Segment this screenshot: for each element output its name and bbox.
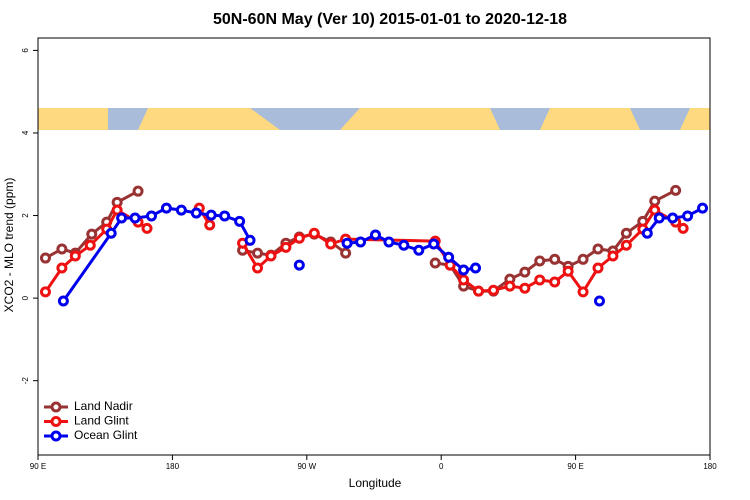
- data-point: [141, 222, 153, 234]
- data-point: [677, 222, 689, 234]
- data-point: [473, 285, 485, 297]
- data-point: [607, 250, 619, 262]
- data-point: [620, 239, 632, 251]
- data-point: [429, 257, 441, 269]
- plot-frame: [37, 37, 711, 456]
- data-point: [56, 262, 68, 274]
- data-point: [641, 227, 653, 239]
- data-point: [653, 212, 665, 224]
- data-point: [116, 212, 128, 224]
- map-band: [38, 108, 710, 130]
- data-point: [649, 195, 661, 207]
- y-tick-label: 2: [21, 213, 30, 218]
- data-point: [69, 250, 81, 262]
- x-tick-label: 0: [439, 462, 444, 471]
- data-point: [308, 227, 320, 239]
- data-point: [205, 209, 217, 221]
- data-point: [383, 236, 395, 248]
- data-point: [504, 280, 516, 292]
- data-point: [549, 276, 561, 288]
- data-point: [443, 251, 455, 263]
- data-point: [57, 295, 69, 307]
- data-point: [244, 234, 256, 246]
- data-point: [160, 202, 172, 214]
- data-point: [265, 250, 277, 262]
- data-point: [534, 274, 546, 286]
- map-land: [108, 108, 690, 130]
- data-point: [577, 286, 589, 298]
- data-point: [534, 255, 546, 267]
- data-point: [234, 215, 246, 227]
- data-point: [252, 262, 264, 274]
- data-point: [369, 229, 381, 241]
- data-point: [56, 243, 68, 255]
- data-point: [190, 207, 202, 219]
- data-point: [549, 253, 561, 265]
- data-point: [620, 227, 632, 239]
- data-point: [458, 264, 470, 276]
- data-point: [252, 247, 264, 259]
- data-point: [670, 184, 682, 196]
- data-point: [39, 252, 51, 264]
- data-point: [487, 284, 499, 296]
- legend-marker: [50, 430, 62, 442]
- data-point: [398, 239, 410, 251]
- series-line: [62, 206, 704, 302]
- legend-marker: [50, 401, 62, 413]
- legend-label: Ocean Glint: [74, 428, 138, 442]
- y-axis-label: XCO2 - MLO trend (ppm): [2, 178, 16, 313]
- legend-marker: [50, 416, 62, 427]
- data-point: [519, 282, 531, 294]
- data-point: [593, 295, 605, 307]
- data-point: [280, 241, 292, 253]
- data-point: [340, 247, 352, 259]
- data-point: [293, 259, 305, 271]
- data-point: [413, 244, 425, 256]
- data-point: [175, 204, 187, 216]
- data-point: [649, 204, 661, 216]
- chart-title: 50N-60N May (Ver 10) 2015-01-01 to 2020-…: [213, 11, 567, 28]
- data-point: [39, 286, 51, 298]
- y-tick-label: -2: [21, 377, 30, 385]
- data-point: [355, 236, 367, 248]
- data-point: [105, 227, 117, 239]
- data-point: [592, 243, 604, 255]
- data-point: [204, 219, 216, 231]
- data-point: [111, 204, 123, 216]
- data-point: [562, 265, 574, 277]
- y-tick-label: 4: [21, 130, 30, 135]
- data-point: [519, 266, 531, 278]
- data-point: [592, 262, 604, 274]
- x-tick-label: 90 E: [30, 462, 46, 471]
- data-point: [682, 210, 694, 222]
- data-point: [577, 253, 589, 265]
- data-point: [293, 232, 305, 244]
- x-tick-label: 90 E: [567, 462, 583, 471]
- data-point: [145, 210, 157, 222]
- data-point: [132, 185, 144, 197]
- x-tick-label: 90 W: [297, 462, 316, 471]
- data-point: [341, 237, 353, 249]
- data-point: [86, 228, 98, 240]
- legend-label: Land Glint: [74, 414, 129, 428]
- data-point: [470, 262, 482, 274]
- data-point: [458, 274, 470, 286]
- data-point: [84, 239, 96, 251]
- y-tick-label: 6: [21, 48, 30, 53]
- data-point: [325, 238, 337, 250]
- legend-label: Land Nadir: [74, 399, 133, 413]
- x-axis-label: Longitude: [349, 476, 402, 490]
- data-point: [697, 202, 709, 214]
- data-point: [428, 238, 440, 250]
- data-point: [129, 212, 141, 224]
- data-point: [219, 210, 231, 222]
- data-point: [667, 212, 679, 224]
- x-tick-label: 180: [166, 462, 180, 471]
- x-tick-label: 180: [703, 462, 717, 471]
- y-tick-label: 0: [21, 295, 30, 300]
